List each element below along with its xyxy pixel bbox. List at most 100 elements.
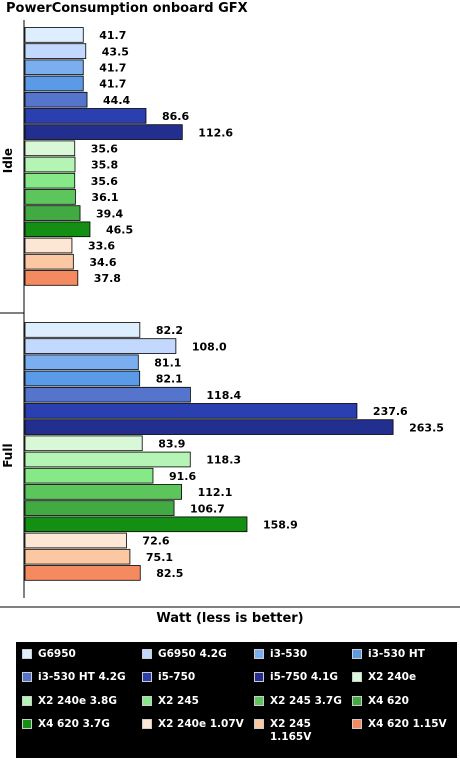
legend-swatch (352, 695, 362, 706)
bar-value-label: 39.4 (96, 207, 123, 220)
legend-label: X2 245 1.165V (270, 718, 312, 744)
legend-item: X2 240e (352, 671, 452, 694)
bar-idle-13 (24, 237, 73, 254)
bar-idle-9 (24, 172, 76, 189)
bar-value-label: 33.6 (88, 240, 115, 253)
group-label-idle: Idle (1, 148, 15, 173)
bar-value-label: 41.7 (99, 62, 126, 75)
bar-value-label: 118.3 (206, 454, 241, 467)
bar-value-label: 112.6 (198, 126, 233, 139)
bar-full-3 (24, 370, 141, 387)
bar-full-5 (24, 403, 358, 419)
bar-value-label: 41.7 (99, 78, 126, 91)
bar-value-label: 81.1 (154, 357, 181, 370)
legend-swatch (22, 695, 32, 706)
legend-label: i5-750 (158, 671, 196, 684)
legend-item: i3-530 HT 4.2G (22, 671, 142, 694)
bar-value-label: 44.4 (103, 94, 130, 107)
legend-swatch (352, 649, 362, 659)
legend-label: X2 245 (158, 694, 199, 707)
bar-chart: Idle 41.7 43.5 41.7 41.7 44.4 86.6 112.6 35.6 35.… (0, 20, 460, 608)
bar-value-label: 158.9 (263, 519, 298, 532)
bar-value-label: 82.2 (156, 324, 183, 337)
bar-idle-2 (24, 59, 84, 76)
legend-item: X2 245 (142, 695, 254, 718)
bar-value-label: 43.5 (102, 45, 129, 58)
legend-swatch (142, 695, 152, 706)
legend-swatch (142, 649, 152, 659)
bar-value-label: 36.1 (91, 191, 118, 204)
bar-value-label: 86.6 (162, 110, 189, 123)
bar-value-label: 46.5 (106, 224, 133, 237)
group-label-full: Full (1, 443, 15, 467)
legend-item: i5-750 (142, 671, 254, 694)
bar-idle-6 (24, 124, 183, 140)
legend-swatch (142, 719, 152, 730)
bar-idle-3 (24, 75, 84, 92)
legend-item: X2 245 1.165V (254, 718, 352, 744)
bar-value-label: 112.1 (198, 486, 233, 499)
legend-swatch (142, 672, 152, 683)
bar-full-9 (24, 467, 154, 484)
legend-item: i5-750 4.1G (254, 671, 352, 694)
bar-full-4 (24, 386, 191, 403)
legend-swatch (254, 672, 264, 683)
bar-idle-8 (24, 156, 76, 173)
bar-full-11 (24, 500, 175, 516)
legend-label: i3-530 (270, 648, 308, 660)
legend: G6950 G6950 4.2G i3-530 i3-530 HT i3-530 HT … (16, 642, 457, 758)
bar-full-0 (24, 322, 141, 338)
legend-swatch (22, 649, 32, 659)
legend-label: X2 245 3.7G (270, 694, 342, 707)
bar-idle-15 (24, 270, 79, 286)
bar-full-2 (24, 354, 139, 371)
legend-label: X2 240e 1.07V (158, 718, 244, 731)
legend-label: i5-750 4.1G (270, 671, 339, 684)
bar-idle-14 (24, 253, 74, 270)
bar-value-label: 35.6 (91, 175, 118, 188)
bar-idle-0 (24, 27, 84, 43)
bar-value-label: 37.8 (94, 272, 121, 285)
legend-label: X2 240e (368, 671, 417, 684)
bar-full-10 (24, 484, 183, 500)
bar-full-12 (24, 516, 248, 533)
bar-idle-12 (24, 221, 91, 238)
bar-full-8 (24, 451, 191, 468)
bar-value-label: 35.6 (91, 143, 118, 156)
bar-value-label: 82.1 (156, 373, 183, 386)
bar-idle-1 (24, 43, 87, 59)
bar-full-1 (24, 338, 177, 354)
legend-item: X4 620 (352, 695, 452, 718)
bar-idle-4 (24, 91, 88, 108)
bar-value-label: 108.0 (192, 340, 227, 353)
legend-item: X2 245 3.7G (254, 695, 352, 718)
legend-label: X4 620 (368, 694, 409, 707)
bar-value-label: 72.6 (142, 535, 169, 548)
legend-label: X4 620 3.7G (38, 718, 110, 731)
legend-swatch (22, 672, 32, 683)
x-axis-label: Watt (less is better) (156, 611, 304, 626)
legend-item: i3-530 HT (352, 648, 452, 671)
legend-swatch (254, 695, 264, 706)
bar-value-label: 91.6 (169, 470, 196, 483)
bar-full-13 (24, 532, 127, 549)
legend-item: G6950 4.2G (142, 648, 254, 671)
legend-swatch (352, 672, 362, 683)
legend-label: X2 240e 3.8G (38, 694, 117, 707)
bar-value-label: 75.1 (146, 551, 173, 564)
chart-title: PowerConsumption onboard GFX (6, 1, 248, 16)
bar-value-label: 263.5 (409, 421, 444, 434)
legend-label: i3-530 HT (368, 648, 425, 660)
bar-value-label: 34.6 (89, 256, 116, 269)
bar-idle-7 (24, 140, 76, 157)
bar-value-label: 82.5 (156, 567, 183, 580)
bar-full-14 (24, 548, 131, 565)
legend-swatch (22, 719, 32, 730)
bar-idle-10 (24, 189, 76, 205)
bar-value-label: 237.6 (373, 405, 408, 418)
bar-value-label: 106.7 (190, 502, 225, 515)
legend-label: G6950 (38, 648, 76, 660)
legend-item: G6950 (22, 648, 142, 671)
bar-idle-5 (24, 108, 147, 124)
legend-label: X4 620 1.15V (368, 718, 447, 731)
